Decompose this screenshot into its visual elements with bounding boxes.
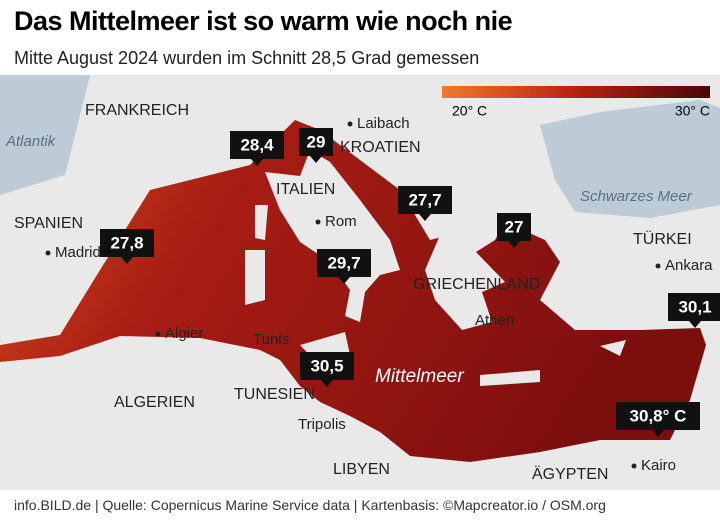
sardinia (245, 250, 265, 305)
place-label: SPANIEN (14, 215, 83, 232)
callout-pointer (338, 277, 350, 284)
place-label: Mittelmeer (375, 366, 464, 387)
callout-label: 28,4 (240, 135, 274, 154)
place-dot (631, 463, 637, 469)
crete (480, 370, 540, 386)
black-sea (540, 100, 720, 218)
callout-box (398, 186, 452, 214)
place-label: ÄGYPTEN (532, 465, 608, 483)
cyprus (600, 340, 626, 356)
place-label: Tripolis (298, 416, 346, 433)
corsica (255, 205, 268, 240)
place-label: Athen (475, 312, 514, 329)
callout-pointer (652, 430, 664, 437)
callout-box (668, 293, 720, 321)
callout-box (299, 128, 333, 156)
callout-label: 30,5 (310, 356, 343, 375)
callout-label: 27,7 (408, 190, 441, 209)
callout-box (230, 131, 284, 159)
place-label: LIBYEN (333, 461, 390, 478)
place-label: FRANKREICH (85, 102, 189, 119)
title: Das Mittelmeer ist so warm wie noch nie (14, 6, 513, 36)
place-label: KROATIEN (340, 139, 421, 156)
subtitle: Mitte August 2024 wurden im Schnitt 28,5… (14, 48, 480, 68)
atlantic (0, 75, 90, 195)
place-label: ITALIEN (276, 181, 335, 198)
callout-pointer (321, 380, 333, 387)
legend-bar (442, 86, 710, 98)
callout-pointer (689, 321, 701, 328)
italy (265, 150, 400, 322)
callout-label: 29 (307, 132, 326, 151)
place-label: Kairo (641, 457, 676, 474)
place-label: Schwarzes Meer (580, 188, 693, 205)
footer: info.BILD.de | Quelle: Copernicus Marine… (14, 497, 606, 513)
callout-box (300, 352, 354, 380)
place-label: Ankara (665, 257, 713, 274)
callout-pointer (419, 214, 431, 221)
place-dot (45, 250, 51, 256)
place-label: TUNESIEN (234, 386, 315, 403)
legend-high: 30° C (675, 103, 710, 119)
place-label: TÜRKEI (633, 230, 692, 248)
place-label: Rom (325, 213, 357, 230)
callout-pointer (121, 257, 133, 264)
callout-pointer (310, 156, 322, 163)
place-label: Laibach (357, 115, 410, 132)
callout-pointer (508, 241, 520, 248)
place-label: Algier (165, 325, 203, 342)
callout-label: 27,8 (110, 233, 143, 252)
place-dot (155, 331, 161, 337)
greece (400, 192, 505, 330)
place-label: Madrid (55, 244, 101, 261)
callout-label: 29,7 (327, 253, 360, 272)
callout-box (497, 213, 531, 241)
place-label: GRIECHENLAND (413, 276, 540, 293)
callout-box (317, 249, 371, 277)
callout-label: 30,1 (678, 297, 711, 316)
callout-label: 27 (505, 217, 524, 236)
place-dot (347, 121, 353, 127)
callout-label: 30,8° C (630, 406, 687, 425)
place-label: Tunis (253, 331, 289, 348)
islands (245, 150, 626, 386)
callout-box (616, 402, 700, 430)
place-dot (655, 263, 661, 269)
place-label: ALGERIEN (114, 394, 195, 411)
callout-box (100, 229, 154, 257)
place-dot (315, 219, 321, 225)
legend-low: 20° C (452, 103, 487, 119)
place-label: Atlantik (5, 133, 57, 150)
callout-pointer (251, 159, 263, 166)
